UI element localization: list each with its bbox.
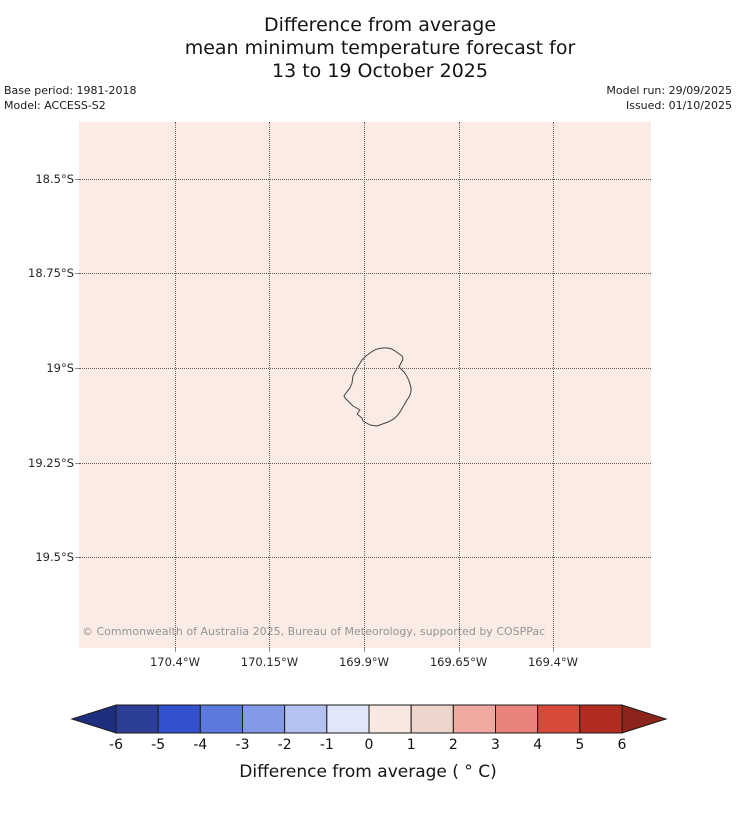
model-info: Base period: 1981-2018 Model: ACCESS-S2 bbox=[4, 83, 136, 113]
title-line-3: 13 to 19 October 2025 bbox=[272, 60, 488, 82]
run-info: Model run: 29/09/2025 Issued: 01/10/2025 bbox=[606, 83, 732, 113]
x-tick-mark bbox=[458, 648, 460, 652]
y-tick-label: 19°S bbox=[46, 361, 74, 375]
y-tick-label: 19.5°S bbox=[35, 550, 74, 564]
colorbar-tick-label: -5 bbox=[151, 737, 166, 753]
gridline-vertical bbox=[364, 122, 366, 648]
colorbar-segment bbox=[495, 704, 539, 734]
colorbar-tick-label: -3 bbox=[235, 737, 250, 753]
colorbar-tick-label: 6 bbox=[617, 737, 627, 753]
map-area: © Commonwealth of Australia 2025, Bureau… bbox=[79, 122, 651, 648]
y-tick-mark bbox=[75, 463, 79, 464]
colorbar-segment bbox=[242, 704, 286, 734]
colorbar-segment bbox=[284, 704, 328, 734]
colorbar-segment bbox=[579, 704, 623, 734]
gridline-horizontal bbox=[79, 368, 651, 369]
colorbar-segment bbox=[410, 704, 454, 734]
colorbar-segment bbox=[452, 704, 497, 734]
gridline-horizontal bbox=[79, 273, 651, 274]
model-name-text: Model: ACCESS-S2 bbox=[4, 99, 106, 112]
island-map-svg bbox=[343, 347, 412, 427]
colorbar-tick-label: 2 bbox=[448, 737, 458, 753]
gridline-horizontal bbox=[79, 463, 651, 464]
y-tick-mark bbox=[75, 179, 79, 181]
y-tick-mark bbox=[75, 557, 79, 558]
colorbar-tick-label: 3 bbox=[491, 737, 500, 753]
colorbar-segment bbox=[199, 704, 243, 734]
x-tick-mark bbox=[174, 648, 176, 652]
colorbar-arrow-right bbox=[621, 704, 668, 734]
x-tick-label: 169.4°W bbox=[527, 655, 579, 669]
title-line-2: mean minimum temperature forecast for bbox=[184, 37, 576, 59]
gridline-vertical bbox=[269, 122, 271, 648]
page-title: Difference from average mean minimum tem… bbox=[24, 14, 736, 83]
colorbar bbox=[70, 704, 668, 734]
colorbar-tick-label: -2 bbox=[277, 737, 292, 753]
gridline-horizontal bbox=[79, 557, 651, 558]
colorbar-tick-label: -1 bbox=[319, 737, 334, 753]
colorbar-tick-label: -6 bbox=[109, 737, 123, 753]
x-tick-label: 170.4°W bbox=[149, 655, 200, 669]
title-line-1: Difference from average bbox=[263, 14, 497, 36]
y-tick-label: 19.25°S bbox=[28, 456, 74, 470]
issued-text: Issued: 01/10/2025 bbox=[625, 99, 732, 112]
colorbar-tick-label: 1 bbox=[406, 737, 416, 753]
y-tick-mark bbox=[75, 368, 79, 369]
x-tick-mark bbox=[269, 648, 271, 652]
base-period-text: Base period: 1981-2018 bbox=[4, 84, 137, 97]
colorbar-tick-label: 0 bbox=[364, 737, 374, 753]
colorbar-segment bbox=[326, 704, 370, 734]
x-tick-label: 170.15°W bbox=[240, 655, 299, 669]
colorbar-caption: Difference from average ( ° C) bbox=[239, 762, 497, 782]
copyright-text: © Commonwealth of Australia 2025, Bureau… bbox=[82, 625, 546, 638]
y-tick-mark bbox=[75, 273, 79, 274]
x-tick-label: 169.9°W bbox=[338, 655, 390, 669]
x-tick-label: 169.65°W bbox=[429, 655, 488, 669]
colorbar-arrow-left bbox=[70, 704, 117, 734]
gridline-vertical bbox=[553, 122, 555, 648]
colorbar-segment bbox=[157, 704, 201, 734]
colorbar-segment bbox=[368, 704, 412, 734]
y-tick-label: 18.75°S bbox=[28, 266, 74, 280]
gridline-vertical bbox=[174, 122, 176, 648]
x-tick-mark bbox=[364, 648, 366, 652]
gridline-vertical bbox=[458, 122, 460, 648]
colorbar-tick-label: -4 bbox=[193, 737, 208, 753]
colorbar-tick-label: 5 bbox=[575, 737, 585, 753]
y-tick-label: 18.5°S bbox=[35, 172, 74, 187]
model-run-text: Model run: 29/09/2025 bbox=[606, 84, 732, 97]
x-tick-mark bbox=[553, 648, 555, 652]
colorbar-segment bbox=[115, 704, 159, 734]
colorbar-tick-label: 4 bbox=[533, 737, 543, 753]
gridline-horizontal bbox=[79, 179, 651, 181]
colorbar-segment bbox=[537, 704, 581, 734]
island-outline bbox=[343, 347, 412, 427]
